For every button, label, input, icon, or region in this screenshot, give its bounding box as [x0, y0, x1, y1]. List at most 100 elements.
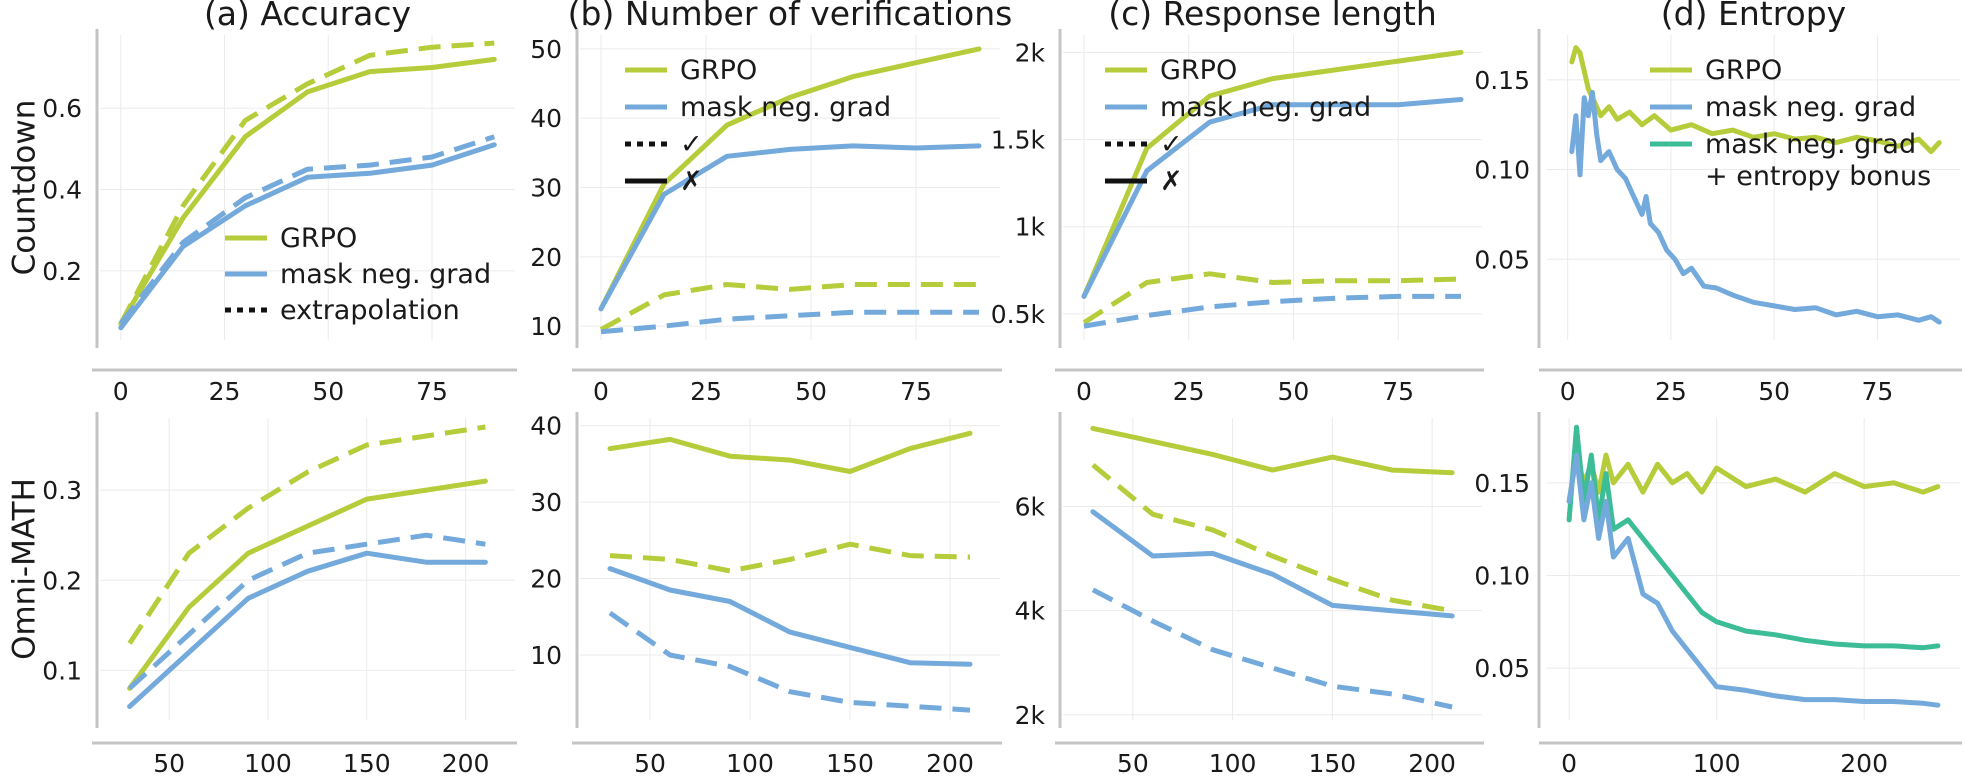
- x-tick-label: 50: [1278, 377, 1310, 406]
- legend-label: GRPO: [1705, 55, 1782, 86]
- x-tick-label: 200: [442, 749, 490, 778]
- x-tick-label: 200: [1408, 749, 1456, 778]
- x-tick-label: 25: [1173, 377, 1205, 406]
- x-tick-label: 100: [726, 749, 774, 778]
- y-tick-label: 1k: [1015, 213, 1046, 242]
- y-tick-label: 2k: [1015, 38, 1046, 67]
- y-tick-label: 20: [530, 243, 562, 272]
- y-tick-label: 1.5k: [991, 126, 1046, 155]
- x-tick-label: 25: [209, 377, 241, 406]
- legend: GRPO mask neg. grad extrapolation: [225, 223, 491, 326]
- y-tick-label: 0.4: [42, 176, 82, 205]
- y-tick-label: 30: [530, 488, 562, 517]
- y-tick-label: 0.2: [42, 566, 82, 595]
- legend-label: ✗: [1160, 166, 1183, 197]
- x-tick-label: 150: [826, 749, 874, 778]
- series-line-mask-neg-grad-solid: [1566, 452, 1941, 708]
- series-group: [1566, 424, 1941, 708]
- y-tick-label: 30: [530, 174, 562, 203]
- series-line-mask-neg-grad-solid: [1081, 97, 1464, 299]
- series-line-grpo-dashed: [1091, 462, 1453, 614]
- y-tick-label: 0.15: [1474, 469, 1530, 498]
- legend-label: extrapolation: [280, 295, 460, 326]
- x-tick-label: 50: [1117, 749, 1149, 778]
- x-tick-label: 150: [343, 749, 391, 778]
- x-tick-label: 200: [1840, 749, 1888, 778]
- series-line-grpo-dashed: [118, 40, 495, 325]
- series-line-grpo-solid: [1090, 425, 1455, 476]
- panel-omni-math-c-response-length: 50 100 150 200 2k 4k 6k: [1015, 412, 1484, 778]
- gridlines: [580, 418, 1000, 720]
- x-tick-label: 0: [593, 377, 609, 406]
- x-tick-label: 150: [1308, 749, 1356, 778]
- series-line-grpo-solid: [1081, 49, 1464, 299]
- x-tick-label: 200: [926, 749, 974, 778]
- y-tick-label: 0.10: [1474, 561, 1530, 590]
- legend: GRPO mask neg. grad ✓ ✗: [625, 55, 891, 197]
- x-tick-label: 0: [1561, 749, 1577, 778]
- x-tick-label: 75: [416, 377, 448, 406]
- y-tick-label: 6k: [1015, 493, 1046, 522]
- series-line-mask-neg-grad-dashed: [1091, 587, 1453, 710]
- legend-label: mask neg. grad: [1705, 92, 1916, 123]
- x-tick-label: 75: [1382, 377, 1414, 406]
- y-tick-label: 0.1: [42, 656, 82, 685]
- legend-label: mask neg. grad: [1705, 129, 1916, 160]
- legend-label: + entropy bonus: [1705, 161, 1931, 192]
- y-tick-label: 0.6: [42, 94, 82, 123]
- panel-omni-math-b-number-of-verifications: 50 100 150 200 10 20 30 40: [530, 412, 1002, 778]
- series-line-grpo-solid: [127, 478, 488, 691]
- legend-label: mask neg. grad: [280, 259, 491, 290]
- series-line-grpo-dashed: [127, 424, 486, 645]
- row-label-omni-math: Omni-MATH: [7, 478, 43, 660]
- series-line-mask-neg-grad-solid: [607, 566, 973, 667]
- y-tick-label: 0.3: [42, 476, 82, 505]
- series-line-mask-neg-grad-solid: [127, 550, 488, 709]
- series-line-mask-neg-grad-dashed: [1083, 293, 1461, 329]
- y-tick-label: 4k: [1015, 597, 1046, 626]
- series-group: [1569, 45, 1942, 325]
- legend-label: GRPO: [280, 223, 357, 254]
- legend-label: ✓: [1160, 129, 1183, 160]
- x-tick-label: 50: [153, 749, 185, 778]
- legend-label: mask neg. grad: [1160, 92, 1371, 123]
- series-line-mask-neg-grad-dashed: [127, 532, 486, 691]
- x-tick-label: 50: [634, 749, 666, 778]
- series-group: [1081, 49, 1464, 329]
- series-line-mask-neg-grad-solid: [1090, 509, 1455, 619]
- y-tick-label: 50: [530, 35, 562, 64]
- panel-title-d-entropy: (d) Entropy: [1661, 0, 1846, 33]
- legend-label: GRPO: [1160, 55, 1237, 86]
- series-line-grpo-solid: [1566, 452, 1941, 504]
- row-label-countdown: Countdown: [7, 100, 43, 276]
- panel-countdown-d-entropy: 0 25 50 75 0.05 0.10 0.15 GRPO mask neg. grad mas…: [1474, 29, 1962, 406]
- y-tick-label: 20: [530, 565, 562, 594]
- legend-label: ✓: [680, 129, 703, 160]
- x-tick-label: 25: [690, 377, 722, 406]
- x-tick-label: 0: [1076, 377, 1092, 406]
- series-line-grpo-solid: [118, 56, 497, 327]
- x-tick-label: 100: [1209, 749, 1257, 778]
- x-tick-label: 25: [1655, 377, 1687, 406]
- panel-omni-math-a-accuracy: 50 100 150 200 0.1 0.2 0.3: [42, 412, 517, 778]
- series-line-grpo-dashed: [609, 541, 971, 574]
- gridlines: [1063, 418, 1482, 720]
- series-group: [598, 46, 982, 335]
- x-tick-label: 0: [1560, 377, 1576, 406]
- panel-title-a-accuracy: (a) Accuracy: [204, 0, 411, 33]
- series-line-grpo-solid: [607, 430, 973, 474]
- y-tick-label: 0.15: [1474, 66, 1530, 95]
- x-tick-label: 50: [1758, 377, 1790, 406]
- legend-label: GRPO: [680, 55, 757, 86]
- series-group: [1090, 425, 1455, 710]
- x-tick-label: 50: [312, 377, 344, 406]
- y-tick-label: 2k: [1015, 701, 1046, 730]
- y-tick-label: 0.5k: [991, 300, 1046, 329]
- panel-title-b-number-of-verifications: (b) Number of verifications: [568, 0, 1013, 33]
- panel-title-c-response-length: (c) Response length: [1108, 0, 1437, 33]
- gridlines: [1063, 35, 1482, 340]
- y-tick-label: 10: [530, 312, 562, 341]
- y-tick-label: 0.05: [1474, 654, 1530, 683]
- legend-label: mask neg. grad: [680, 92, 891, 123]
